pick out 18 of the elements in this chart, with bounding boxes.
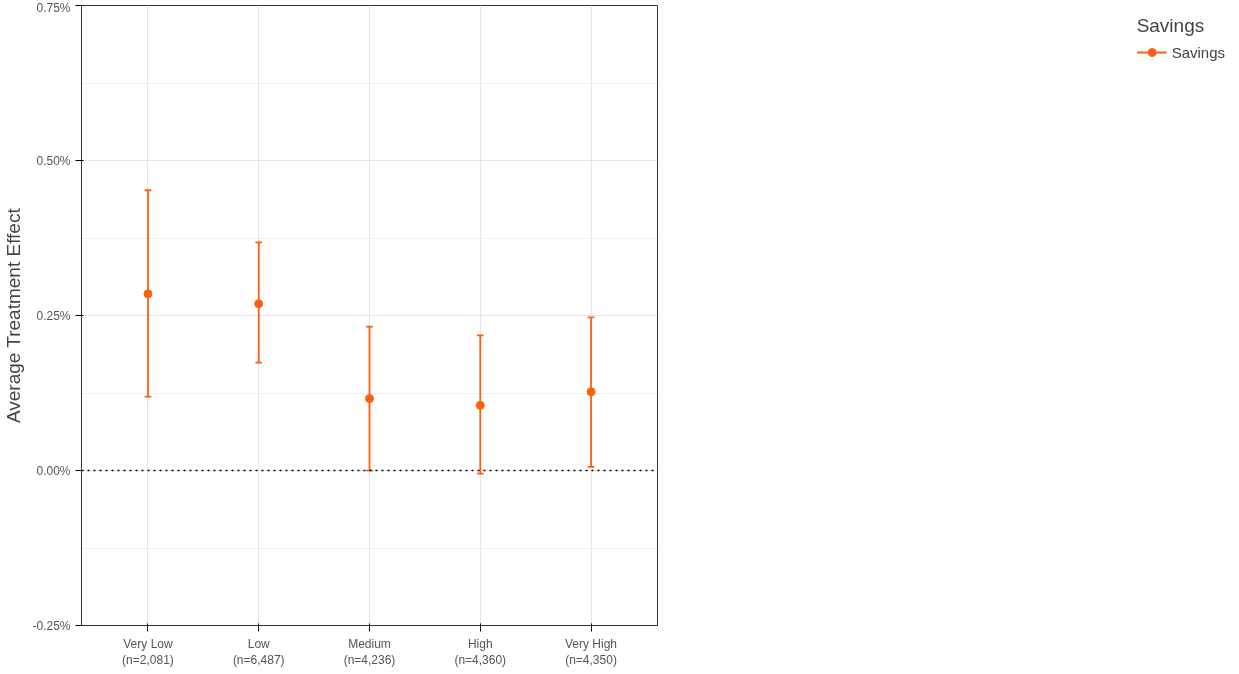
- point: [475, 400, 485, 410]
- y-tick-label: 0.75%: [36, 0, 71, 15]
- x-tick-label: Very Low (n=2,081): [122, 636, 174, 668]
- point: [365, 394, 374, 404]
- y-tick-label: 0.00%: [36, 463, 71, 478]
- point: [254, 299, 264, 309]
- x-tick-label: Low (n=6,487): [232, 636, 285, 668]
- y-tick-label: 0.50%: [36, 153, 71, 168]
- x-tick-label: Very High (n=4,350): [565, 636, 618, 668]
- point: [586, 387, 596, 397]
- legend-title: Savings: [1136, 15, 1206, 37]
- y-tick-label: -0.25%: [32, 618, 71, 633]
- y-axis-title: Average Treatment Effect: [3, 207, 25, 424]
- x-tick-label: Medium (n=4,236): [343, 636, 396, 668]
- legend-label: Savings: [1171, 43, 1225, 61]
- point: [143, 289, 153, 299]
- x-tick-label: High (n=4,360): [454, 636, 507, 668]
- y-tick-label: 0.25%: [36, 308, 71, 323]
